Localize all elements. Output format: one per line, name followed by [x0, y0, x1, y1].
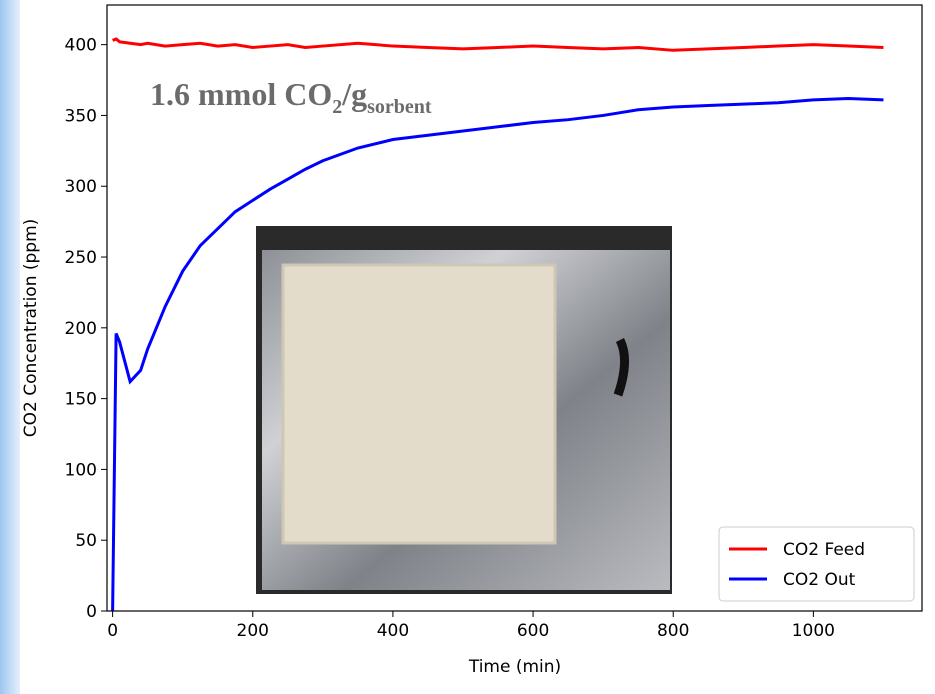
- x-tick-label: 200: [237, 621, 269, 641]
- y-axis-label: CO2 Concentration (ppm): [21, 219, 41, 438]
- y-tick-label: 150: [65, 390, 97, 410]
- axes-frame: [106, 4, 923, 612]
- annotation-sub: 2: [332, 96, 342, 118]
- y-tick-label: 250: [65, 248, 97, 268]
- y-tick-label: 350: [65, 106, 97, 126]
- y-tick-label: 100: [65, 460, 97, 480]
- annotation-sub: sorbent: [367, 96, 432, 118]
- legend-label: CO2 Out: [783, 570, 856, 590]
- legend-label: CO2 Feed: [783, 540, 865, 560]
- x-tick-label: 1000: [792, 621, 835, 641]
- annotation-text: /g: [341, 76, 367, 112]
- y-tick-label: 50: [75, 531, 97, 551]
- annotation: 1.6 mmol CO2/gsorbent: [150, 76, 432, 118]
- y-tick-label: 400: [65, 36, 97, 56]
- x-axis-label: Time (min): [468, 657, 561, 677]
- side-strip: [0, 0, 20, 694]
- annotation-text: 1.6 mmol CO: [150, 76, 332, 112]
- x-tick-label: 600: [517, 621, 549, 641]
- legend-box: [718, 526, 915, 602]
- plot-area: 0 200 400 600 800 1000 0 50 100 150 200 250 300 350 40…: [65, 4, 923, 641]
- legend: CO2 Feed CO2 Out: [718, 526, 915, 602]
- data-line: [111, 96, 884, 612]
- y-tick-label: 300: [65, 177, 97, 197]
- x-tick-label: 400: [377, 621, 409, 641]
- y-tick-label: 0: [86, 602, 97, 622]
- data-line: [112, 37, 884, 52]
- y-tick-label: 200: [65, 319, 97, 339]
- x-tick-label: 0: [107, 621, 118, 641]
- inset-photo: [256, 226, 672, 594]
- x-tick-label: 800: [657, 621, 689, 641]
